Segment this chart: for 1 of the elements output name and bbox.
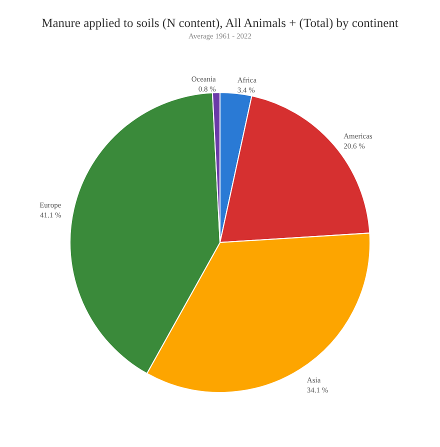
chart-title: Manure applied to soils (N content), All Animals + (Total) by continent bbox=[42, 16, 399, 30]
